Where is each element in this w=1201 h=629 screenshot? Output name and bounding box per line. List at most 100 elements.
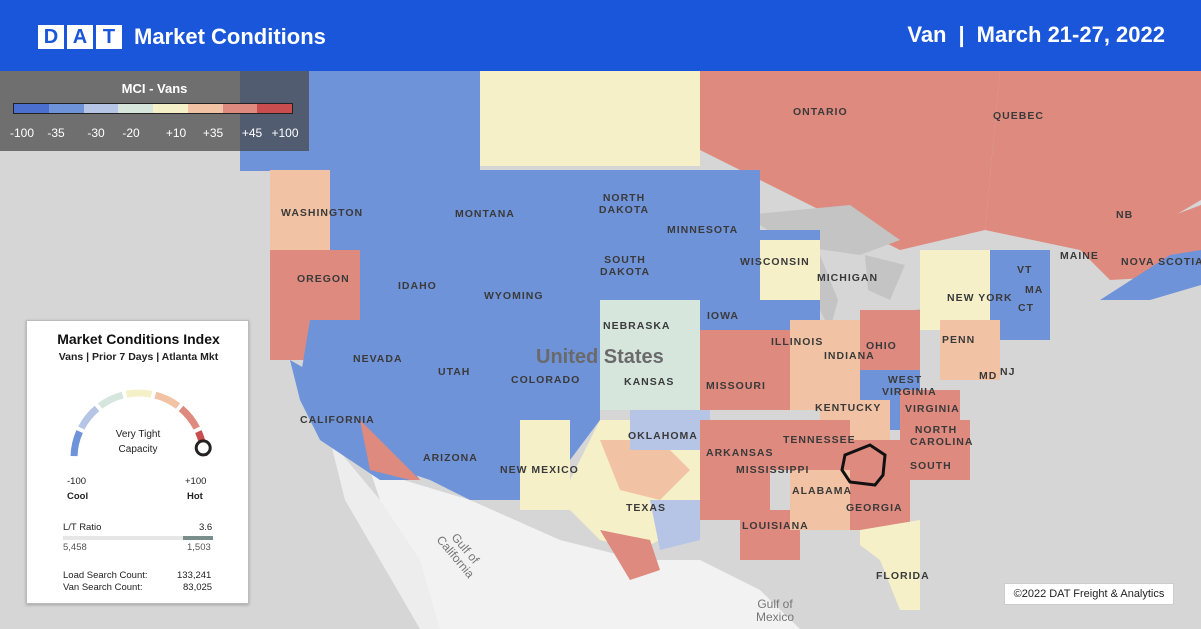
label-kansas: KANSAS bbox=[624, 376, 675, 388]
region-nova-scotia bbox=[1100, 250, 1201, 300]
gauge-segment-2 bbox=[97, 391, 124, 409]
label-illinois: ILLINOIS bbox=[771, 336, 824, 348]
gauge-max-caption: Hot bbox=[187, 491, 203, 502]
label-north-dakota: NORTH DAKOTA bbox=[598, 192, 650, 216]
lake-michigan bbox=[815, 255, 838, 330]
region-ohio bbox=[860, 310, 920, 370]
mci-map[interactable] bbox=[0, 71, 1201, 629]
lake-superior bbox=[745, 205, 900, 255]
lt-ratio-value: 3.6 bbox=[199, 522, 213, 533]
label-nb: NB bbox=[1116, 209, 1134, 221]
label-georgia: GEORGIA bbox=[846, 502, 903, 514]
legend-swatch-2 bbox=[83, 104, 119, 113]
region-texas-cool bbox=[650, 500, 700, 550]
label-florida: FLORIDA bbox=[876, 570, 930, 582]
truck-count: 1,503 bbox=[187, 542, 211, 553]
van-search-value: 83,025 bbox=[183, 582, 213, 593]
gauge-min-caption: Cool bbox=[67, 491, 89, 502]
gauge-indicator bbox=[194, 439, 212, 457]
label-tennessee: TENNESSEE bbox=[783, 434, 856, 446]
baja-land bbox=[330, 440, 440, 629]
label-penn: PENN bbox=[942, 334, 976, 346]
legend-tick-0: -100 bbox=[9, 126, 35, 140]
label-north-carolina: NORTH CAROLINA bbox=[910, 424, 974, 448]
lake-huron bbox=[865, 255, 905, 300]
card-subtitle: Vans | Prior 7 Days | Atlanta Mkt bbox=[58, 351, 219, 363]
region-ar-ms bbox=[700, 420, 770, 520]
region-oregon-south bbox=[270, 320, 310, 360]
van-search-label: Van Search Count: bbox=[63, 582, 143, 593]
logo-letter-t: T bbox=[96, 25, 122, 49]
label-vt: VT bbox=[1017, 264, 1033, 276]
load-search-value: 133,241 bbox=[177, 570, 212, 581]
label-nj: NJ bbox=[1000, 366, 1016, 378]
load-search-label: Load Search Count: bbox=[63, 570, 148, 581]
region-missouri bbox=[700, 330, 800, 410]
gauge-segment-0 bbox=[70, 430, 83, 457]
app-header: D A T Market Conditions Van | March 21-2… bbox=[0, 0, 1201, 71]
region-oregon bbox=[270, 250, 360, 320]
copyright: ©2022 DAT Freight & Analytics bbox=[1004, 583, 1174, 605]
region-washington bbox=[270, 170, 330, 250]
label-south-dakota: SOUTH DAKOTA bbox=[600, 254, 651, 278]
label-minnesota: MINNESOTA bbox=[667, 224, 739, 236]
legend-swatch-5 bbox=[187, 104, 223, 113]
label-utah: UTAH bbox=[438, 366, 471, 378]
region-west-blue bbox=[300, 170, 600, 500]
region-texas-warm bbox=[600, 440, 690, 500]
region-south-texas bbox=[600, 530, 660, 580]
region-ny-west bbox=[920, 250, 990, 330]
region-ontario bbox=[700, 71, 1000, 250]
region-new-mexico-light bbox=[520, 420, 570, 510]
legend-tick-4: +10 bbox=[165, 126, 187, 140]
label-california: CALIFORNIA bbox=[300, 414, 375, 426]
label-washington: WASHINGTON bbox=[281, 207, 364, 219]
header-context: Van | March 21-27, 2022 bbox=[907, 22, 1165, 48]
lt-ratio-label: L/T Ratio bbox=[63, 522, 102, 533]
load-count: 5,458 bbox=[63, 542, 87, 553]
label-idaho: IDAHO bbox=[398, 280, 437, 292]
label-arkansas: ARKANSAS bbox=[706, 447, 774, 459]
region-kansas-nebraska bbox=[600, 300, 710, 410]
label-country: United States bbox=[536, 346, 664, 368]
page-title: Market Conditions bbox=[134, 24, 326, 49]
legend-color-scale bbox=[13, 103, 293, 114]
label-new-york: NEW YORK bbox=[947, 292, 1013, 304]
legend-swatch-1 bbox=[48, 104, 84, 113]
label-missouri: MISSOURI bbox=[706, 380, 766, 392]
gauge-min-value: -100 bbox=[67, 476, 87, 487]
label-indiana: INDIANA bbox=[824, 350, 875, 362]
legend-title: MCI - Vans bbox=[121, 81, 188, 96]
mci-legend: MCI - Vans -100 -35 -30 -20 +10 +35 +45 +100 bbox=[0, 71, 309, 151]
gauge-status: Very Tight Capacity bbox=[115, 429, 161, 455]
label-kentucky: KENTUCKY bbox=[815, 402, 882, 414]
label-oregon: OREGON bbox=[297, 273, 350, 285]
legend-tick-1: -35 bbox=[47, 126, 65, 140]
gauge-segment-1 bbox=[78, 405, 100, 430]
label-ontario: ONTARIO bbox=[793, 106, 848, 118]
label-ma: MA bbox=[1025, 284, 1044, 296]
gauge-max-value: +100 bbox=[185, 476, 207, 487]
label-louisiana: LOUISIANA bbox=[742, 520, 809, 532]
legend-swatch-3 bbox=[118, 104, 153, 113]
label-virginia: VIRGINIA bbox=[905, 403, 960, 415]
label-iowa: IOWA bbox=[707, 310, 739, 322]
header-separator: | bbox=[958, 22, 965, 47]
label-mississippi: MISSISSIPPI bbox=[736, 464, 810, 476]
label-arizona: ARIZONA bbox=[423, 452, 478, 464]
region-michigan-light bbox=[760, 240, 820, 300]
gauge-segment-4 bbox=[154, 391, 181, 409]
region-prairies bbox=[480, 71, 700, 166]
label-oklahoma: OKLAHOMA bbox=[628, 430, 698, 442]
market-conditions-card: Market Conditions Index Vans | Prior 7 D… bbox=[26, 320, 249, 604]
region-oklahoma bbox=[630, 410, 710, 450]
label-wisconsin: WISCONSIN bbox=[740, 256, 810, 268]
logo-letter-a: A bbox=[67, 25, 93, 49]
legend-swatch-4 bbox=[153, 104, 188, 113]
label-quebec: QUEBEC bbox=[993, 110, 1044, 122]
label-alabama: ALABAMA bbox=[792, 485, 853, 497]
label-gulf-mexico: Gulf of Mexico bbox=[755, 597, 794, 624]
region-socal-hot bbox=[360, 420, 420, 480]
gauge-segment-5 bbox=[178, 405, 200, 430]
legend-swatch-0 bbox=[14, 104, 49, 113]
